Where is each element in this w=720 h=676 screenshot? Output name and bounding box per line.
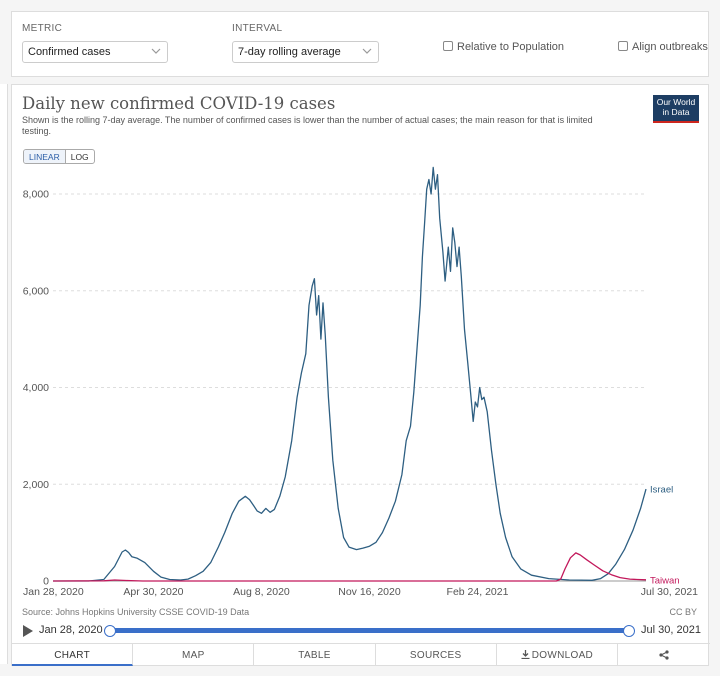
align-outbreaks-checkbox[interactable]: Align outbreaks [618, 41, 708, 53]
relative-to-population-checkbox[interactable]: Relative to Population [443, 41, 564, 53]
source-note[interactable]: Source: Johns Hopkins University CSSE CO… [22, 607, 250, 617]
y-tick-label: 2,000 [23, 479, 49, 491]
y-tick-label: 4,000 [23, 382, 49, 394]
timeline-track[interactable] [109, 628, 629, 633]
play-icon[interactable] [23, 625, 33, 637]
interval-label: INTERVAL [232, 23, 283, 34]
chart-title: Daily new confirmed COVID-19 cases [22, 94, 336, 113]
x-tick-label: Apr 30, 2020 [123, 586, 183, 598]
y-tick-label: 8,000 [23, 189, 49, 201]
bottom-tabs: CHART MAP TABLE SOURCES DOWNLOAD [12, 643, 710, 666]
timeline-start-handle[interactable] [104, 625, 116, 637]
metric-select-value: Confirmed cases [28, 46, 111, 58]
tab-share[interactable] [618, 644, 710, 666]
x-tick-label: Feb 24, 2021 [447, 586, 509, 598]
tab-map[interactable]: MAP [133, 644, 255, 666]
y-tick-label: 0 [43, 576, 49, 588]
x-tick-label: Jul 30, 2021 [641, 586, 698, 598]
tab-sources[interactable]: SOURCES [376, 644, 497, 666]
chart-subtitle: Shown is the rolling 7-day average. The … [22, 115, 593, 136]
linear-scale-button[interactable]: LINEAR [24, 150, 66, 163]
chevron-down-icon [362, 48, 372, 54]
owid-logo[interactable]: Our World in Data [653, 95, 699, 123]
tab-chart[interactable]: CHART [12, 644, 134, 666]
scale-toggle: LINEAR LOG [23, 149, 95, 164]
tab-download-label: DOWNLOAD [531, 650, 594, 661]
series-label-israel[interactable]: Israel [650, 485, 673, 496]
x-axis-ticks: Jan 28, 2020 Apr 30, 2020 Aug 8, 2020 Nov 1… [23, 586, 698, 598]
chevron-down-icon [151, 48, 161, 54]
metric-label: METRIC [22, 23, 63, 34]
timeline-start-date: Jan 28, 2020 [39, 624, 103, 636]
y-axis-ticks: 0 2,000 4,000 6,000 8,000 [23, 189, 49, 588]
metric-select[interactable]: Confirmed cases [22, 41, 168, 63]
series-labels: Israel Taiwan [650, 485, 680, 587]
logo-line-2: in Data [662, 106, 690, 117]
checkbox-icon [618, 41, 628, 51]
timeline-end-date: Jul 30, 2021 [641, 624, 701, 636]
timeline-end-handle[interactable] [623, 625, 635, 637]
timeline: Jan 28, 2020 Jul 30, 2021 [12, 619, 710, 643]
x-tick-label: Nov 16, 2020 [338, 586, 401, 598]
series-label-taiwan[interactable]: Taiwan [650, 575, 680, 586]
license-note[interactable]: CC BY [669, 607, 697, 617]
interval-select-value: 7-day rolling average [238, 46, 341, 58]
chart-panel: Daily new confirmed COVID-19 cases Shown… [11, 84, 710, 666]
x-tick-label: Aug 8, 2020 [233, 586, 290, 598]
series-lines [52, 166, 647, 582]
align-outbreaks-label: Align outbreaks [632, 41, 708, 53]
chart-controls: METRIC Confirmed cases INTERVAL 7-day ro… [11, 11, 709, 77]
share-icon [659, 650, 669, 660]
x-tick-label: Jan 28, 2020 [23, 586, 84, 598]
checkbox-icon [443, 41, 453, 51]
logo-line-1: Our World [656, 97, 696, 107]
line-chart: 0 2,000 4,000 6,000 8,000 Jan 28, 2020 Apr 30… [23, 166, 698, 598]
log-scale-button[interactable]: LOG [70, 152, 89, 162]
side-panel-strip [0, 84, 8, 664]
download-icon [521, 650, 530, 660]
y-tick-label: 6,000 [23, 285, 49, 297]
series-line-israel[interactable] [53, 166, 647, 582]
series-line-taiwan[interactable] [52, 552, 647, 582]
interval-select[interactable]: 7-day rolling average [232, 41, 379, 63]
tab-download[interactable]: DOWNLOAD [497, 644, 619, 666]
grid-lines [53, 193, 646, 582]
tab-table[interactable]: TABLE [254, 644, 376, 666]
relative-to-population-label: Relative to Population [457, 41, 565, 53]
